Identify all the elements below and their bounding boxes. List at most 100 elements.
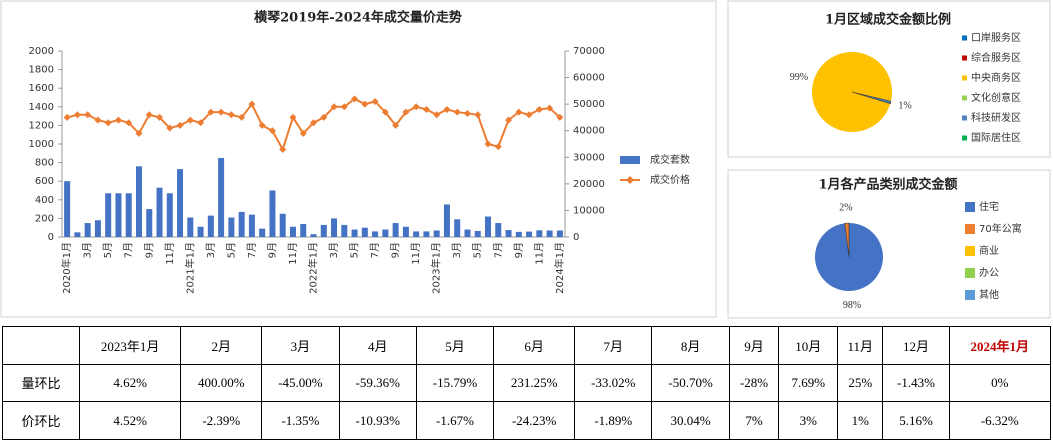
- y2-tick-label: 70000: [573, 46, 605, 57]
- bar: [372, 231, 379, 237]
- bar: [105, 193, 112, 237]
- x-tick-label: 11月: [287, 242, 299, 265]
- bar: [464, 229, 471, 237]
- marker: [453, 108, 461, 116]
- bar: [320, 224, 327, 237]
- x-tick-label: 7月: [369, 242, 381, 258]
- marker: [63, 113, 71, 121]
- data-label: 98%: [843, 300, 861, 311]
- bar: [125, 193, 132, 237]
- x-tick-label: 3月: [82, 242, 94, 258]
- marker: [340, 103, 348, 111]
- table-cell: -1.43%: [882, 363, 950, 403]
- marker: [238, 113, 246, 121]
- bar: [187, 217, 194, 237]
- table-cell: [2, 326, 80, 365]
- marker: [494, 143, 502, 151]
- bar: [505, 230, 512, 237]
- marker: [217, 108, 225, 116]
- marker: [114, 116, 122, 124]
- marker: [125, 119, 133, 127]
- y2-tick-label: 30000: [573, 152, 605, 163]
- table-cell: 9月: [728, 326, 780, 365]
- marker: [535, 105, 543, 113]
- table-cell: -24.23%: [493, 401, 576, 440]
- marker: [299, 129, 307, 137]
- table-cell: -33.02%: [574, 363, 653, 403]
- legend-swatch: [626, 176, 634, 184]
- marker: [73, 111, 81, 119]
- x-tick-label: 5月: [102, 242, 114, 258]
- marker: [361, 100, 369, 108]
- marker: [289, 113, 297, 121]
- marker: [166, 124, 174, 132]
- bar: [146, 209, 153, 237]
- bar: [228, 217, 235, 237]
- marker: [515, 108, 523, 116]
- marker: [145, 111, 153, 119]
- marker: [546, 104, 554, 112]
- bar: [64, 181, 71, 237]
- x-tick-label: 3月: [205, 242, 217, 258]
- bar: [515, 231, 522, 237]
- bar: [361, 227, 368, 237]
- marker: [351, 95, 359, 103]
- bar: [443, 204, 450, 237]
- bar: [423, 231, 430, 237]
- legend-swatch: [965, 224, 975, 234]
- x-tick-label: 7月: [492, 242, 504, 258]
- legend-label: 口岸服务区: [971, 31, 1021, 44]
- table-cell: 3月: [261, 326, 340, 365]
- y2-tick-label: 10000: [573, 205, 605, 216]
- legend-swatch: [962, 135, 967, 141]
- legend-label: 其他: [979, 288, 999, 301]
- marker: [268, 127, 276, 135]
- bar: [485, 216, 492, 237]
- marker: [412, 103, 420, 111]
- legend-swatch: [962, 55, 967, 61]
- legend-label: 综合服务区: [971, 51, 1021, 64]
- bar: [526, 231, 533, 237]
- marker: [94, 116, 102, 124]
- table-cell: 12月: [882, 326, 950, 365]
- bar: [546, 230, 553, 237]
- bar: [218, 157, 225, 237]
- bar: [536, 230, 543, 237]
- y-tick-label: 1400: [29, 102, 54, 113]
- marker: [525, 111, 533, 119]
- marker: [176, 121, 184, 129]
- table-cell: -59.36%: [338, 363, 417, 403]
- table-cell: -28%: [728, 363, 780, 403]
- table-cell: 8月: [651, 326, 730, 365]
- marker: [422, 105, 430, 113]
- table-cell: -10.93%: [338, 401, 417, 440]
- table-cell: 5月: [415, 326, 495, 365]
- bar: [177, 169, 184, 237]
- x-tick-label: 2021年1月: [183, 242, 196, 294]
- x-tick-label: 5月: [472, 242, 484, 258]
- y2-tick-label: 20000: [573, 179, 605, 190]
- x-tick-label: 9月: [513, 242, 525, 258]
- bar: [207, 215, 214, 237]
- marker: [402, 108, 410, 116]
- marker: [330, 103, 338, 111]
- y2-tick-label: 50000: [573, 99, 605, 110]
- table-cell: 4.62%: [78, 363, 182, 403]
- bar: [433, 230, 440, 237]
- legend-label: 成交价格: [650, 173, 690, 186]
- table-cell: 价环比: [2, 401, 80, 440]
- bar: [300, 223, 307, 237]
- data-label: 2%: [839, 202, 852, 213]
- chart-title: 1月各产品类别成交金额: [818, 177, 957, 193]
- x-tick-label: 5月: [225, 242, 237, 258]
- marker: [474, 111, 482, 119]
- x-tick-label: 9月: [390, 242, 402, 258]
- y-tick-label: 400: [35, 195, 54, 206]
- data-label: 99%: [790, 72, 808, 83]
- marker: [484, 140, 492, 148]
- legend-swatch: [965, 202, 975, 212]
- bar: [248, 214, 255, 237]
- legend-swatch: [962, 95, 967, 101]
- table-cell: -1.89%: [574, 401, 653, 440]
- marker: [310, 119, 317, 127]
